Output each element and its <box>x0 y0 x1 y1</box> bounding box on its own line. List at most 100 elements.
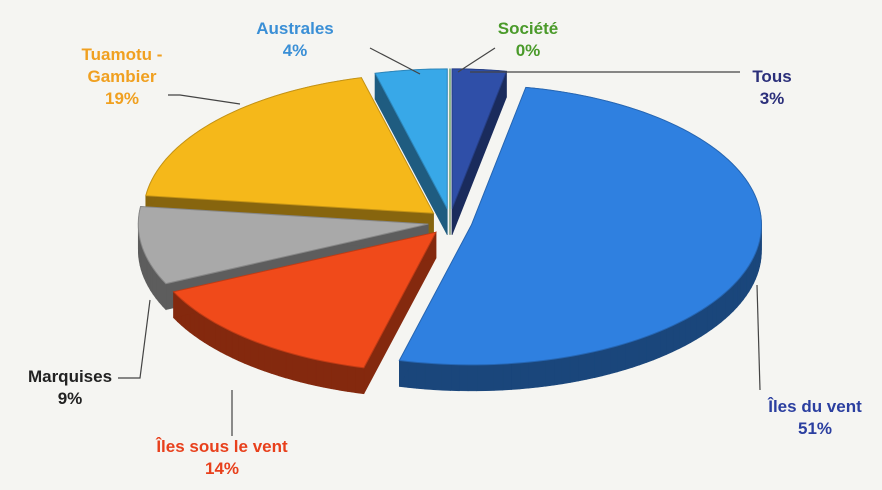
slice-value: 3% <box>759 89 785 108</box>
slice-side <box>695 309 702 340</box>
slice-side <box>594 349 603 379</box>
slice-side <box>553 357 563 386</box>
slice-side <box>194 309 200 340</box>
slice-side <box>476 364 486 392</box>
slice-name: Tous <box>752 67 792 86</box>
slice-side <box>450 364 460 392</box>
slice-side <box>536 359 546 388</box>
slice-label: Société 0% <box>458 18 598 62</box>
slice-side <box>736 276 741 309</box>
slice-side <box>198 312 205 343</box>
slice-side <box>586 351 595 380</box>
slice-side <box>347 365 356 394</box>
slice-label: Marquises 9% <box>0 366 140 410</box>
slice-side <box>158 275 163 307</box>
slice-side <box>271 347 279 377</box>
slice-side <box>257 342 265 372</box>
slice-value: 9% <box>57 389 83 408</box>
slice-side <box>441 363 452 391</box>
slice-name: Îles sous le vent <box>156 437 288 456</box>
slice <box>145 77 435 214</box>
slice-side <box>502 363 512 391</box>
slice-side <box>238 334 245 364</box>
slice-side <box>152 267 157 300</box>
slice-side <box>315 359 324 388</box>
slice-side <box>528 360 538 389</box>
slice-side <box>601 347 611 377</box>
slice <box>451 68 508 210</box>
slice-label: Îles du vent 51% <box>745 396 882 440</box>
slice-side <box>684 316 691 347</box>
slice-side <box>739 272 744 305</box>
slice-side <box>355 366 365 395</box>
slice-side <box>690 312 697 344</box>
slice-side <box>209 319 216 350</box>
slice-side <box>646 333 654 364</box>
slice-name: Îles du vent <box>768 397 862 416</box>
slice-side <box>339 363 348 392</box>
slice-side <box>666 325 674 356</box>
slice-value: 19% <box>104 89 140 108</box>
leader-line <box>756 284 761 391</box>
slice-name: Société <box>497 19 559 38</box>
slice-side <box>264 344 272 374</box>
slice-side <box>751 257 754 288</box>
slice-side <box>716 295 722 327</box>
slice-side <box>624 341 633 371</box>
slice-side <box>331 362 340 391</box>
slice-side <box>467 364 478 392</box>
slice-side <box>706 302 713 334</box>
slice-side <box>203 315 210 347</box>
slice-side <box>300 355 309 385</box>
slice-side <box>307 357 317 386</box>
slice-side <box>244 336 252 367</box>
slice-side <box>729 284 734 316</box>
slice-side <box>746 264 750 297</box>
slice-side <box>631 338 640 368</box>
slice-label: Tous 3% <box>702 66 842 110</box>
slice-side <box>569 354 579 383</box>
slice-side <box>485 364 495 392</box>
slice-side <box>292 353 301 383</box>
slice-name: Tuamotu - Gambier <box>81 45 163 86</box>
slice-side <box>659 328 667 358</box>
slice-label: Îles sous le vent 14% <box>152 436 292 480</box>
slice-side <box>511 362 521 390</box>
slice <box>374 68 448 210</box>
leader-line <box>168 94 241 105</box>
slice-side <box>278 349 287 379</box>
slice-side <box>155 271 160 303</box>
slice-side <box>652 330 661 361</box>
slice-group <box>374 68 448 236</box>
slice-side <box>147 259 151 292</box>
slice-value: 4% <box>282 41 308 60</box>
slice-side <box>617 343 626 373</box>
slice-side <box>214 322 221 353</box>
slice-group <box>451 68 508 235</box>
slice-side <box>578 353 587 382</box>
slice <box>172 231 437 369</box>
slice-side <box>145 256 149 287</box>
slice-side <box>672 322 680 353</box>
slice-side <box>701 306 708 337</box>
slice-side <box>545 358 555 387</box>
slice-side <box>725 288 730 320</box>
slice-name: Marquises <box>27 367 113 386</box>
slice-side <box>323 360 332 390</box>
slice-side <box>743 268 747 301</box>
slice-label: Australes 4% <box>225 18 365 62</box>
slice-side <box>609 345 618 375</box>
slice-side <box>433 363 443 391</box>
slice-side <box>225 328 233 359</box>
slice-value: 0% <box>515 41 541 60</box>
slice-side <box>162 279 167 311</box>
slice-side <box>459 364 469 392</box>
slice-side <box>678 319 686 350</box>
slice-side <box>250 339 259 370</box>
slice-value: 51% <box>797 419 833 438</box>
slice-side <box>220 325 227 356</box>
slice-group <box>172 231 437 395</box>
slice-value: 14% <box>204 459 240 478</box>
